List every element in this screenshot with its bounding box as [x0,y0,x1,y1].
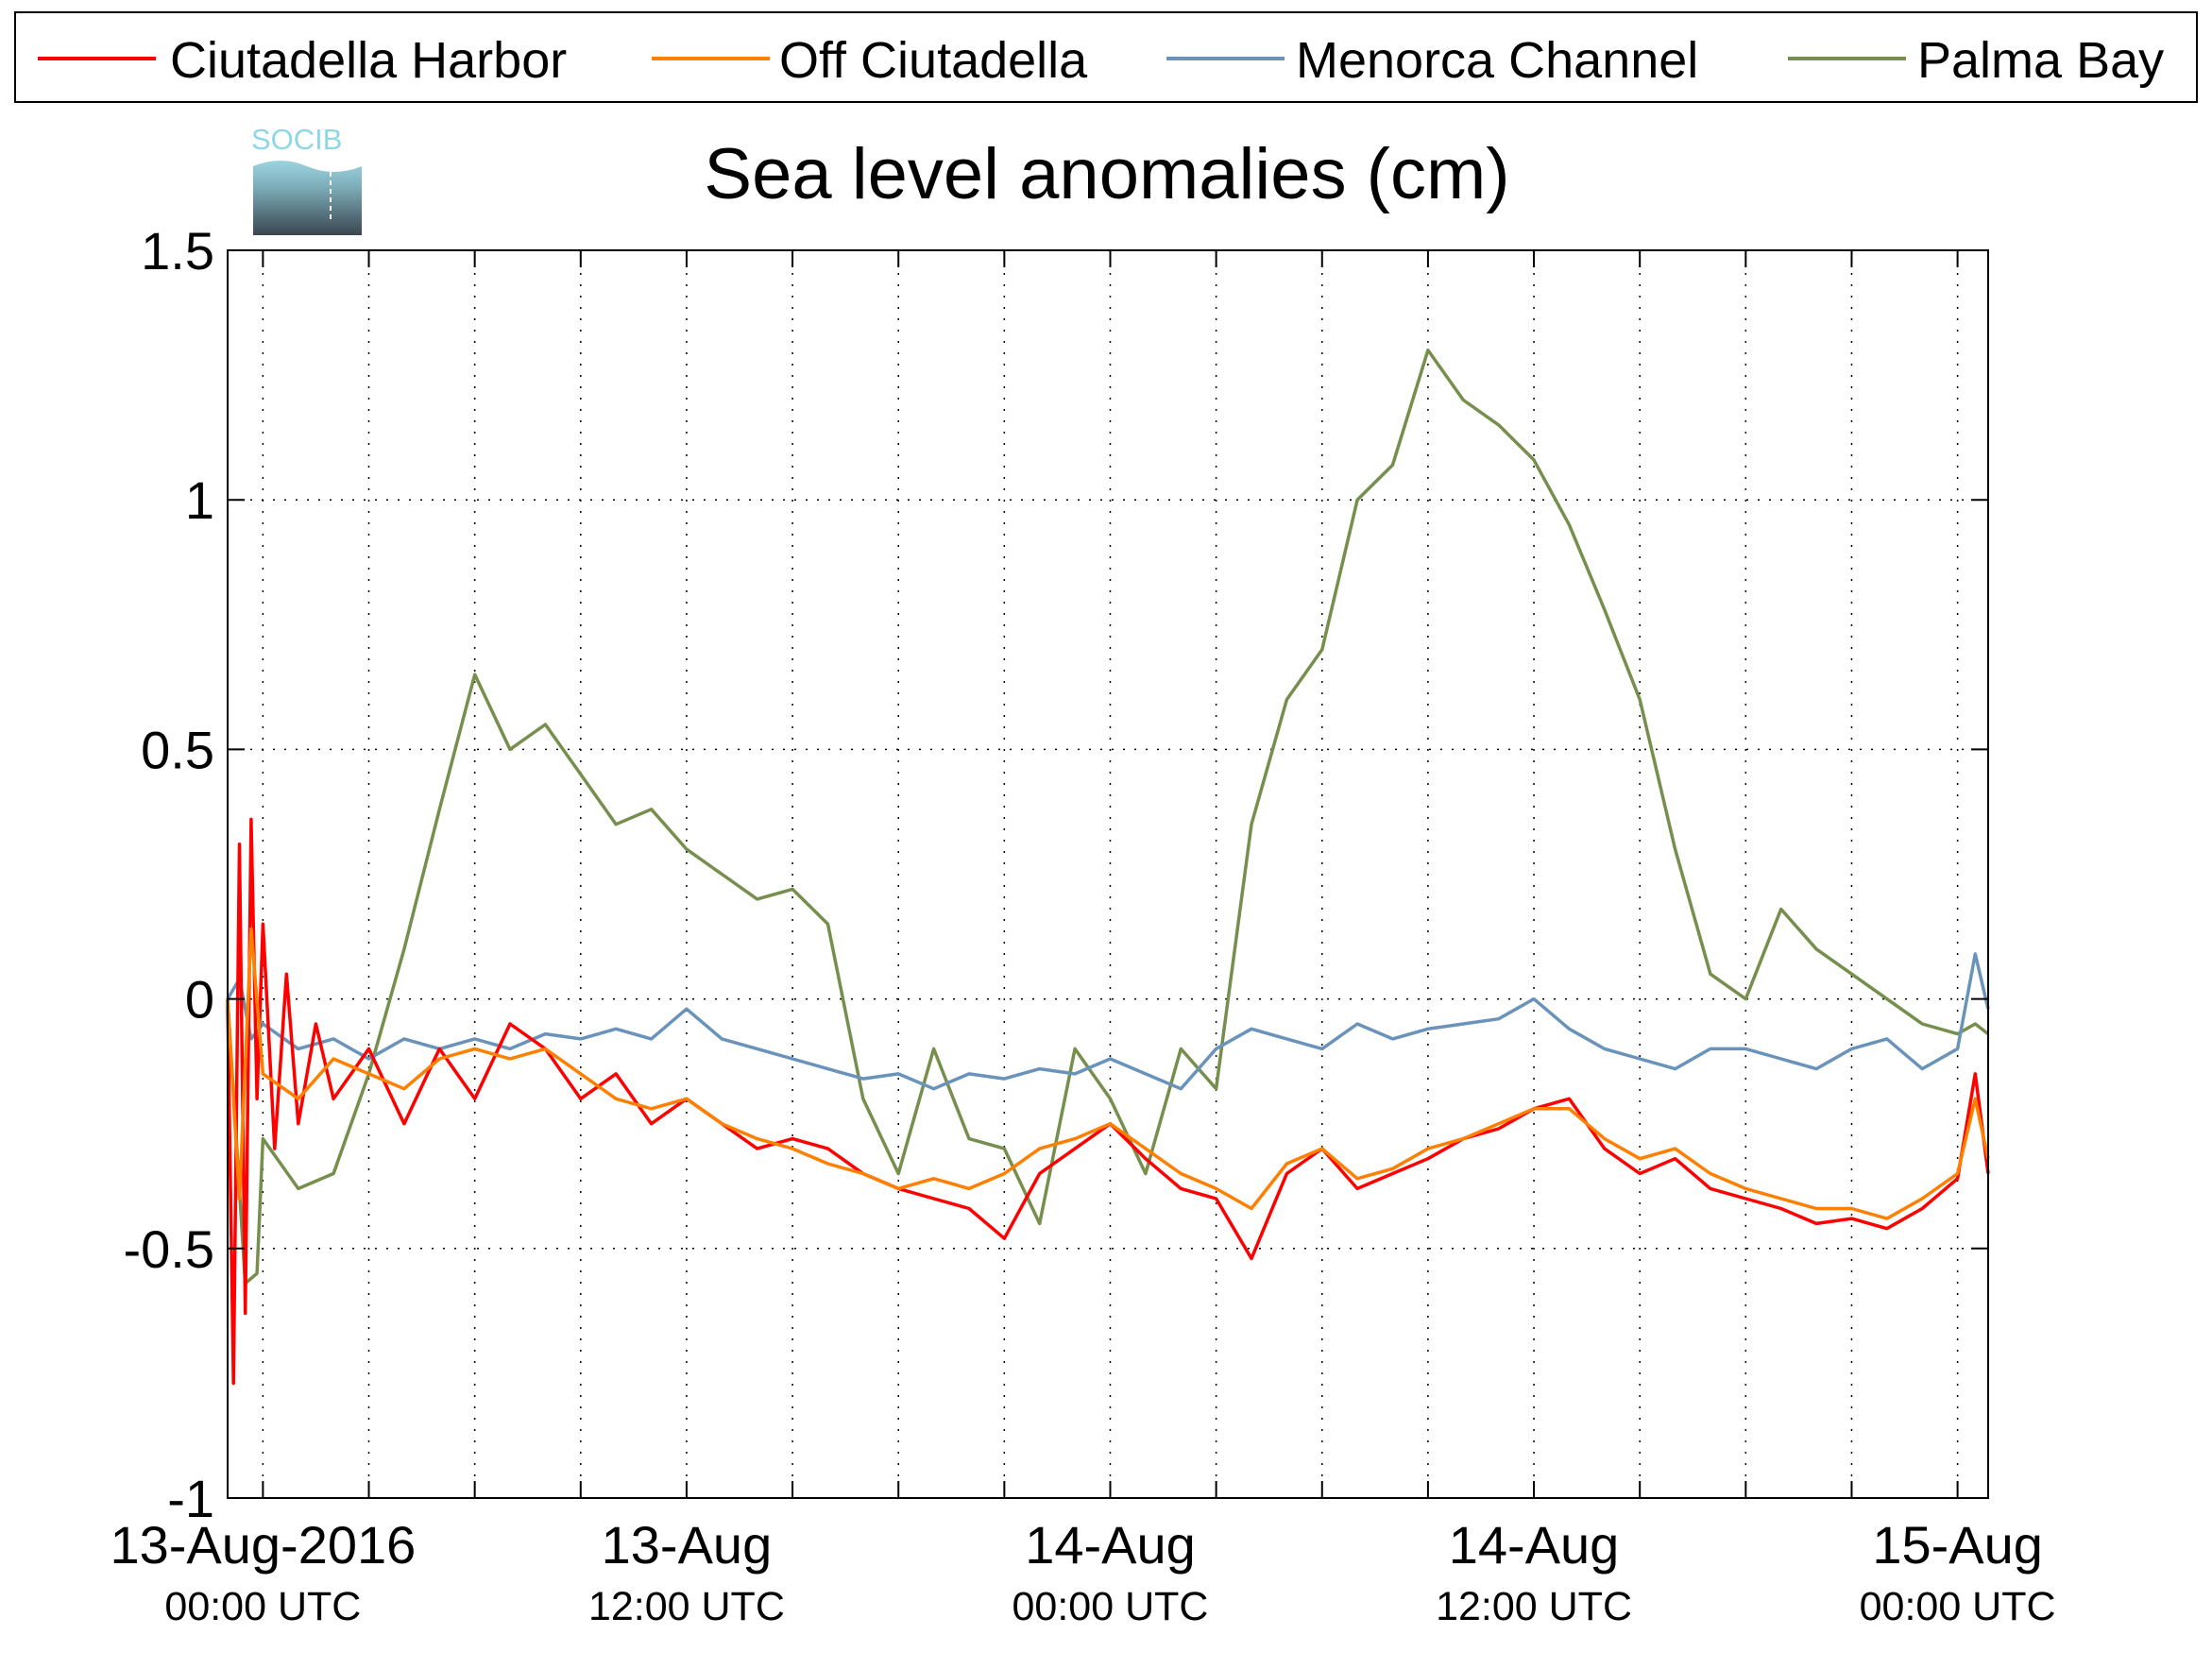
grid-lines [228,249,1988,1499]
x-tick-sublabel: 00:00 UTC [164,1584,361,1629]
x-tick-sublabel: 00:00 UTC [1012,1584,1209,1629]
chart-title: Sea level anomalies (cm) [704,134,1509,214]
logo-text: SOCIB [251,123,342,156]
x-axis-tick-labels: 13-Aug-2016 00:00 UTC 13-Aug 12:00 UTC 14-Au… [110,1515,2055,1629]
x-tick-label: 14-Aug [1449,1515,1620,1575]
x-tick-sublabel: 12:00 UTC [1436,1584,1632,1629]
y-tick-label: 1 [185,470,214,530]
legend-item-menorca-channel: Menorca Channel [1166,32,1698,89]
legend-item-palma-bay: Palma Bay [1788,32,2164,89]
series-line-palma-bay [226,348,1990,1286]
x-tick-label: 13-Aug-2016 [110,1515,416,1575]
y-tick-label: 0 [185,970,214,1030]
series-line-off-ciutadella [226,927,1990,1220]
y-tick-label: -0.5 [124,1219,215,1279]
x-tick-label: 13-Aug [602,1515,773,1575]
y-tick-label: -1 [167,1469,214,1528]
legend-label-palma-bay: Palma Bay [1917,32,2164,89]
plot-frame [227,249,1989,1499]
x-tick-sublabel: 00:00 UTC [1860,1584,2056,1629]
y-tick-label: 1.5 [141,221,214,281]
series-line-menorca-channel [226,952,1990,1091]
x-tick-label: 15-Aug [1872,1515,2043,1575]
socib-logo: SOCIB [251,123,362,235]
y-axis-tick-labels: 1.5 1 0.5 0 -0.5 -1 [124,221,215,1528]
x-tick-label: 14-Aug [1025,1515,1196,1575]
axis-ticks [228,249,1988,1499]
legend-label-off-ciutadella: Off Ciutadella [779,32,1088,89]
legend-label-menorca-channel: Menorca Channel [1296,32,1698,89]
series-line-ciutadella-harbor [226,817,1990,1386]
logo-wave [253,158,362,172]
legend-item-off-ciutadella: Off Ciutadella [652,32,1088,89]
legend-label-ciutadella-harbor: Ciutadella Harbor [170,32,567,89]
series-layer [226,348,1990,1386]
legend-item-ciutadella-harbor: Ciutadella Harbor [38,32,567,89]
x-tick-sublabel: 12:00 UTC [588,1584,785,1629]
legend: Ciutadella Harbor Off Ciutadella Menorca… [14,11,2198,103]
y-tick-label: 0.5 [141,720,214,779]
